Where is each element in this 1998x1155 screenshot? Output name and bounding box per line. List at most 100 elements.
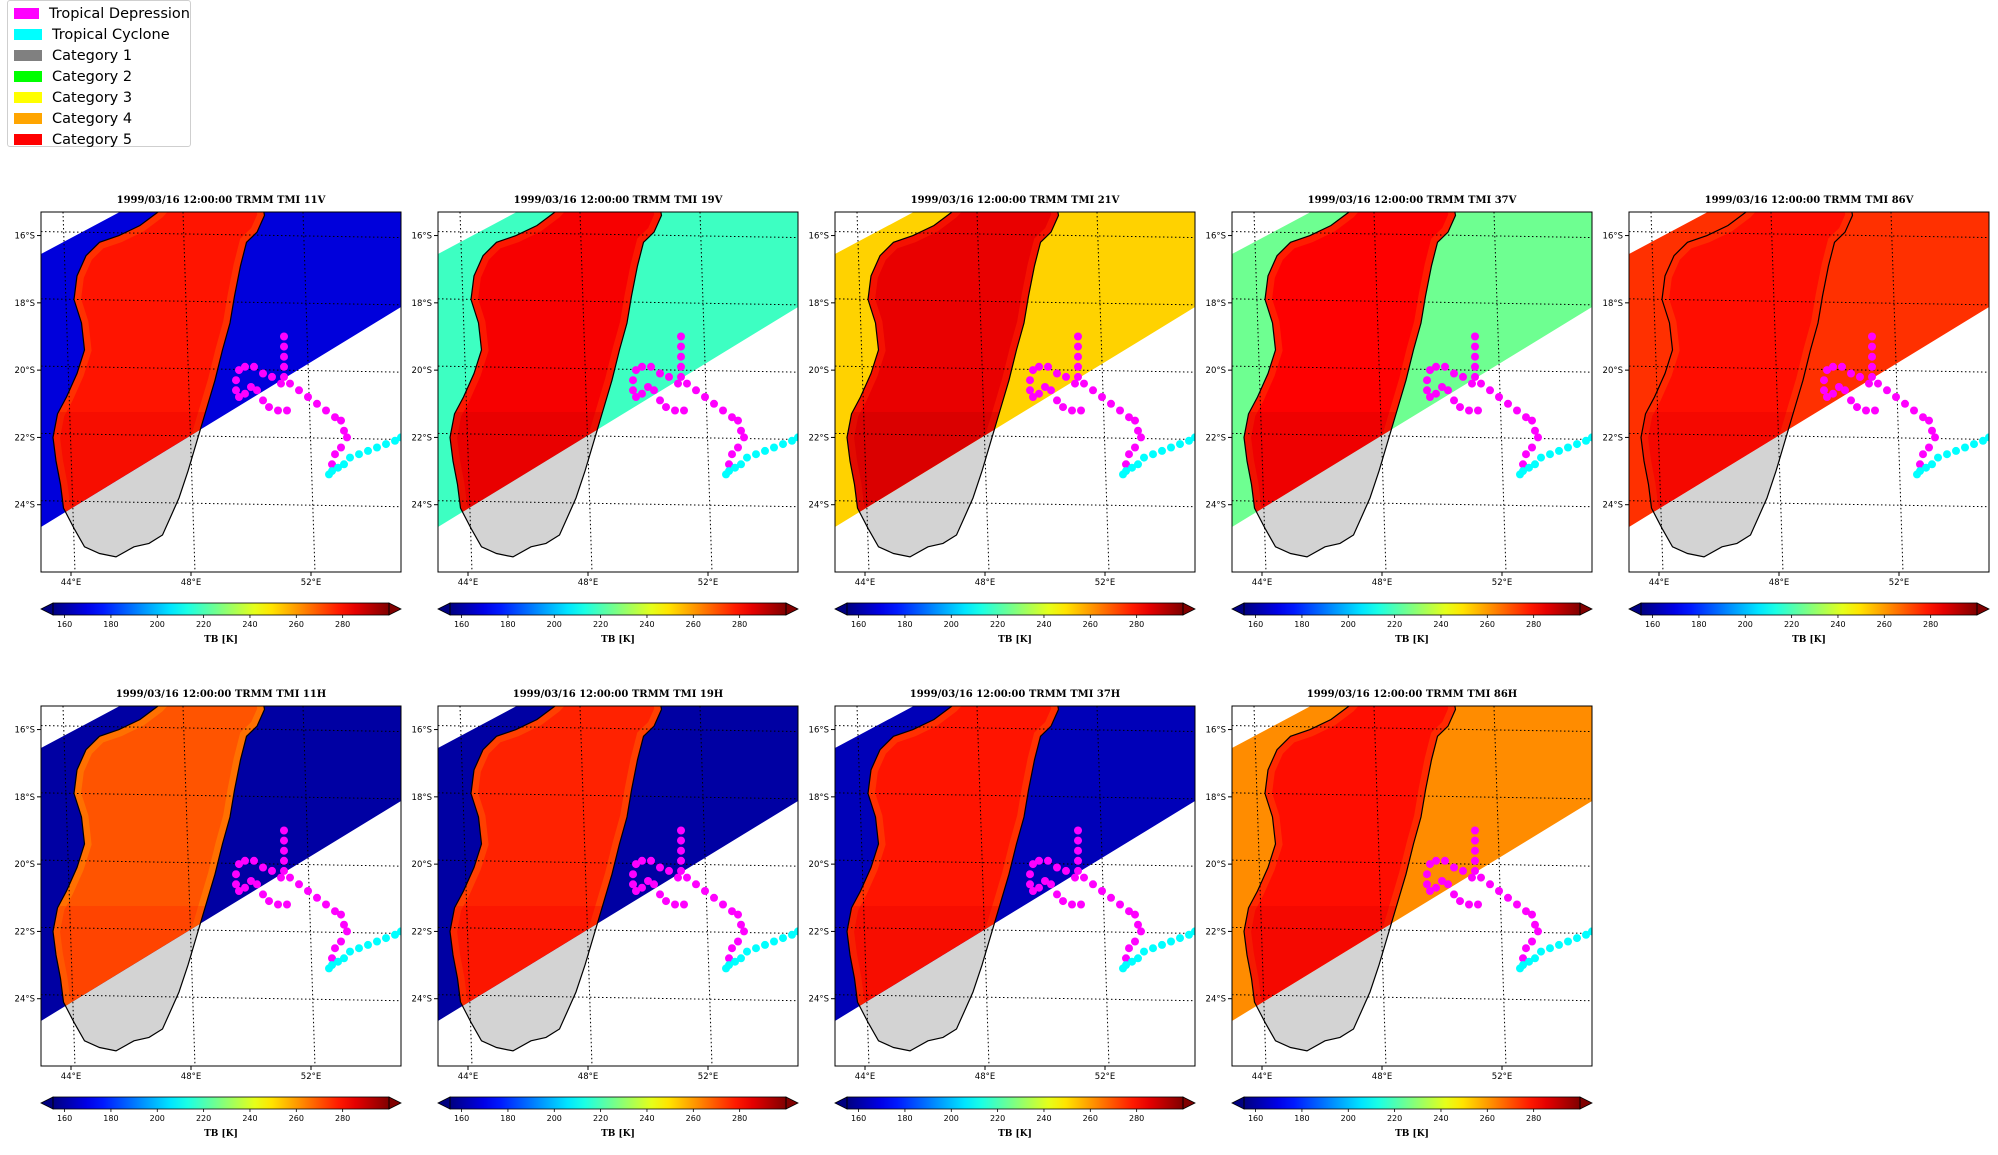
gridline-lon — [1493, 706, 1507, 1066]
colorbar-label: TB [K] — [601, 635, 635, 645]
track-point-depression — [1426, 860, 1434, 869]
track-point-depression — [719, 900, 727, 909]
track-point-depression — [1029, 393, 1037, 401]
lat-tick-label: 18°S — [15, 793, 35, 803]
track-point-depression — [1471, 352, 1479, 361]
legend: Tropical Depression Tropical Cyclone Categ… — [7, 0, 191, 148]
track-point-depression — [283, 900, 291, 909]
gridline-lat — [438, 792, 798, 800]
colorbar-extend-max — [785, 602, 799, 616]
track-point-depression — [241, 883, 249, 892]
colorbar-tick-label: 180 — [897, 620, 912, 629]
track-point-cyclone — [737, 460, 745, 469]
gridline-lon — [1253, 212, 1267, 572]
track-point-depression — [1865, 379, 1873, 388]
track-point-depression — [1071, 873, 1079, 882]
track-point-depression — [1074, 826, 1082, 835]
track-point-depression — [656, 396, 664, 405]
map-panel-11h: 1999/03/16 12:00:00 TRMM TMI 11H 16°S 18°S… — [15, 689, 402, 1139]
colorbar-tick-label: 180 — [103, 620, 118, 629]
lat-tick-label: 18°S — [1603, 299, 1623, 309]
panel-title: 1999/03/16 12:00:00 TRMM TMI 11H — [116, 689, 326, 700]
colorbar-frame — [449, 602, 787, 616]
colorbar-tick-label: 260 — [1083, 620, 1098, 629]
track-point-cyclone — [770, 937, 778, 946]
track-point-cyclone — [391, 436, 399, 445]
track-point-depression — [1495, 887, 1503, 895]
colorbar-frame — [1243, 602, 1581, 616]
track-point-cyclone — [1588, 927, 1592, 936]
track-point-depression — [632, 860, 640, 869]
track-point-cyclone — [1564, 937, 1572, 946]
track-point-depression — [692, 880, 700, 889]
gridline-lon — [976, 706, 990, 1066]
track-point-cyclone — [1531, 460, 1539, 469]
track-point-cyclone — [731, 463, 739, 472]
lat-tick-label: 16°S — [1206, 726, 1226, 736]
colorbar-tick-label: 220 — [1387, 1114, 1402, 1123]
gridline-lon — [579, 212, 593, 572]
track-point-depression — [1131, 443, 1139, 452]
lat-tick-label: 22°S — [15, 927, 35, 937]
track-point-depression — [268, 372, 276, 381]
colorbar-gradient — [53, 1097, 389, 1109]
track-point-cyclone — [1191, 927, 1195, 936]
gridline-lat — [41, 859, 401, 867]
colorbar-gradient — [450, 1097, 786, 1109]
legend-swatch — [14, 50, 42, 61]
track-point-depression — [656, 863, 664, 872]
gridline-lat — [1232, 994, 1592, 1002]
track-point-cyclone — [382, 440, 390, 449]
panel-title: 1999/03/16 12:00:00 TRMM TMI 21V — [911, 195, 1120, 206]
legend-swatch — [14, 71, 42, 82]
track-point-depression — [734, 937, 742, 946]
axes-frame — [1628, 211, 1990, 573]
track-point-depression — [710, 893, 718, 902]
track-point-depression — [1928, 426, 1936, 435]
track-point-depression — [1528, 910, 1536, 919]
lat-tick-label: 18°S — [15, 299, 35, 309]
track-point-cyclone — [364, 940, 372, 949]
track-point-depression — [701, 393, 709, 401]
track-point-depression — [1820, 376, 1828, 385]
track-point-depression — [644, 877, 652, 885]
track-point-depression — [280, 332, 288, 341]
track-point-depression — [313, 399, 321, 408]
track-point-depression — [1919, 413, 1927, 422]
track-point-depression — [280, 846, 288, 855]
track-point-depression — [331, 413, 339, 422]
track-point-depression — [1116, 406, 1124, 415]
lat-tick-label: 24°S — [15, 995, 35, 1005]
legend-item: Tropical Cyclone — [14, 24, 190, 45]
track-point-cyclone — [1943, 450, 1951, 459]
track-point-depression — [1853, 403, 1861, 412]
track-point-depression — [671, 406, 679, 415]
gridline-lat — [1629, 432, 1989, 440]
track-point-depression — [1892, 393, 1900, 401]
gridline-lon — [856, 212, 870, 572]
track-point-depression — [1080, 873, 1088, 882]
track-point-depression — [1450, 890, 1458, 899]
track-point-depression — [265, 897, 273, 906]
track-point-cyclone — [1128, 957, 1136, 966]
axes-frame — [834, 705, 1196, 1067]
colorbar: 160 180 200 220 240 260 280 TB [K] — [437, 1096, 799, 1139]
track-point-cyclone — [779, 440, 787, 449]
track-point-depression — [1862, 406, 1870, 415]
track-point-cyclone — [1573, 934, 1581, 943]
colorbar: 160 180 200 220 240 260 280 TB [K] — [437, 602, 799, 645]
colorbar-extend-min — [40, 602, 54, 616]
track-point-depression — [322, 406, 330, 415]
track-point-depression — [241, 389, 249, 398]
track-point-depression — [677, 826, 685, 835]
track-point-depression — [1098, 393, 1106, 401]
track-point-depression — [1035, 856, 1043, 865]
track-point-depression — [1107, 399, 1115, 408]
track-point-depression — [677, 342, 685, 351]
track-point-cyclone — [1588, 433, 1592, 442]
colorbar-tick-label: 240 — [639, 1114, 654, 1123]
track-point-depression — [1071, 379, 1079, 388]
gridline-lat — [835, 298, 1195, 306]
lat-tick-label: 24°S — [15, 501, 35, 511]
lat-tick-label: 16°S — [412, 726, 432, 736]
